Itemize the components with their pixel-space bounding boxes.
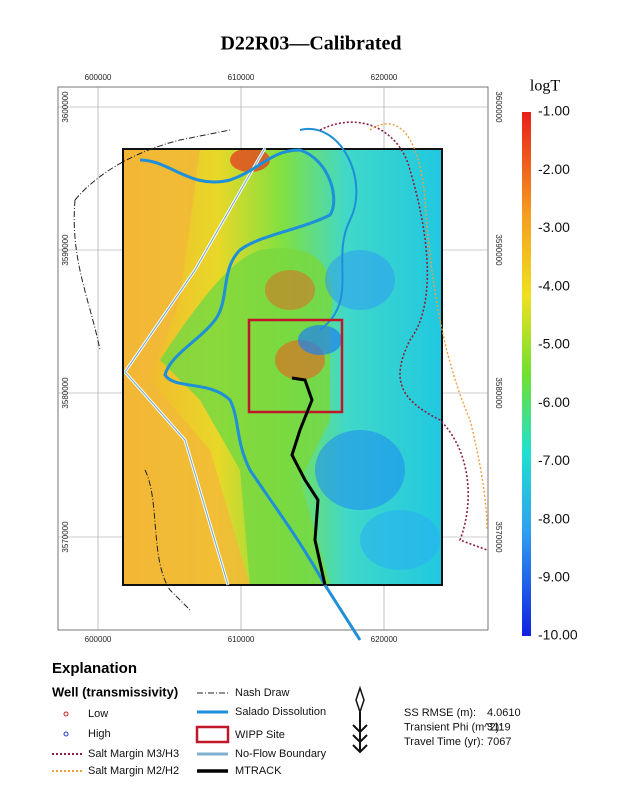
nash-draw xyxy=(73,129,231,611)
colorbar-label: -6.00 xyxy=(538,394,570,410)
salt-margin-m2h2 xyxy=(369,123,488,531)
high-symbol xyxy=(63,731,69,737)
mtrack xyxy=(290,376,327,586)
wipp-site xyxy=(247,318,344,414)
model-boundary xyxy=(122,148,443,586)
x-coord-top: 600000 xyxy=(85,73,112,82)
no-flow-boundary xyxy=(124,147,266,373)
y-coord-right: 3590000 xyxy=(494,234,503,266)
legend-item: Salt Margin M2/H2 xyxy=(88,765,179,777)
colorbar-label: -8.00 xyxy=(538,510,570,526)
title: D22R03—Calibrated xyxy=(220,33,401,55)
colorbar-label: -2.00 xyxy=(538,161,570,177)
logt-field xyxy=(123,149,442,585)
colorbar-label: -10.00 xyxy=(538,627,578,643)
legend-subheading: Well (transmissivity) xyxy=(52,684,178,699)
low-symbol xyxy=(63,711,69,717)
legend-item: High xyxy=(88,728,111,740)
colorbar-label: -1.00 xyxy=(538,103,570,119)
no-flow-boundary xyxy=(124,371,229,586)
colorbar-label: -4.00 xyxy=(538,277,570,293)
y-coord-left: 3570000 xyxy=(61,521,70,553)
colorbar-label: -5.00 xyxy=(538,336,570,352)
legend-items: Low High Salt Margin M3/H3 Salt Margin M2/H… xyxy=(88,687,327,777)
legend-item: Nash Draw xyxy=(235,687,289,699)
x-coord-bottom: 600000 xyxy=(85,635,112,644)
y-coord-left: 3590000 xyxy=(61,234,70,266)
legend-item: WIPP Site xyxy=(235,729,285,741)
x-coord-bottom: 620000 xyxy=(371,635,398,644)
salt-margin-m3h3 xyxy=(319,121,488,551)
legend-item: Salt Margin M3/H3 xyxy=(88,748,179,760)
legend-item: Low xyxy=(88,708,108,720)
colorbar xyxy=(522,112,531,636)
stat-label: Transient Phi (m^2): xyxy=(404,721,502,733)
north-arrow xyxy=(352,685,368,754)
x-coord-top: 610000 xyxy=(228,73,255,82)
stats: SS RMSE (m): 4.0610 Transient Phi (m^2):31… xyxy=(404,707,521,748)
y-coord-right: 3580000 xyxy=(494,377,503,409)
legend-heading: Explanation xyxy=(52,660,137,677)
colorbar-title: logT xyxy=(530,78,560,95)
stat-label: Travel Time (yr): xyxy=(404,736,484,748)
y-coord-right: 3600000 xyxy=(494,91,503,123)
colorbar-label: -3.00 xyxy=(538,219,570,235)
wipp-symbol xyxy=(195,725,230,744)
legend-item: Salado Dissolution xyxy=(235,706,326,718)
x-coord-bottom: 610000 xyxy=(228,635,255,644)
stat-value: 3119 xyxy=(487,721,511,733)
colorbar-label: -9.00 xyxy=(538,568,570,584)
y-coord-right: 3570000 xyxy=(494,521,503,553)
legend-item: MTRACK xyxy=(235,765,282,777)
x-coord-top: 620000 xyxy=(371,73,398,82)
y-coord-left: 3580000 xyxy=(61,377,70,409)
stat-label: SS RMSE (m): xyxy=(404,707,476,719)
y-coord-left: 3600000 xyxy=(61,91,70,123)
stat-value: 7067 xyxy=(487,736,511,748)
colorbar-labels: -1.00 -2.00 -3.00 -4.00 -5.00 -6.00 -7.00 -8.00… xyxy=(538,103,578,643)
salado-dissolution xyxy=(139,148,362,641)
stat-value: 4.0610 xyxy=(487,707,521,719)
legend-item: No-Flow Boundary xyxy=(235,748,327,760)
salado-dissolution xyxy=(299,127,358,331)
colorbar-label: -7.00 xyxy=(538,452,570,468)
